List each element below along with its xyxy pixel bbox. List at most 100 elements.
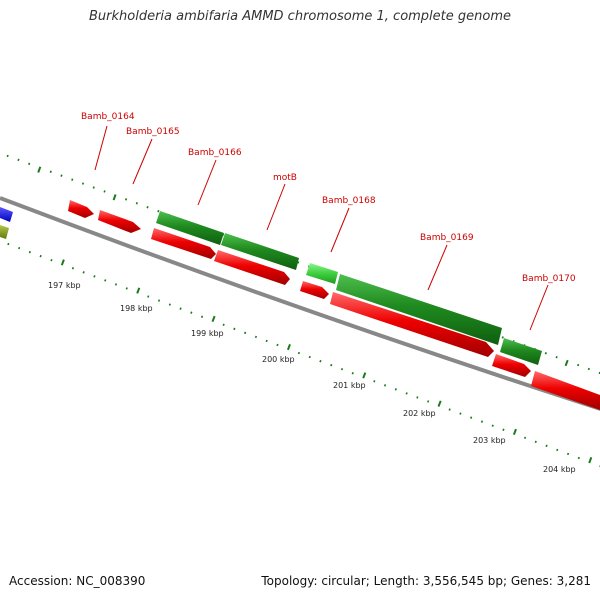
inner-tick-minor (233, 327, 236, 331)
inner-tick-minor (534, 440, 537, 444)
inner-tick-minor (491, 424, 494, 427)
inner-tick-minor (244, 331, 247, 335)
inner-tick-minor (125, 287, 128, 290)
inner-tick-minor (470, 416, 473, 419)
inner-tick-minor (276, 343, 279, 347)
gene-bamb-0166-lower[interactable] (151, 228, 216, 259)
outer-tick-minor (81, 182, 85, 185)
leader-bamb-0169 (427, 244, 448, 291)
label-bamb-0169: Bamb_0169 (420, 233, 474, 243)
inner-tick-major (362, 372, 367, 379)
scale-label-200kbp: 200 kbp (262, 355, 295, 364)
inner-tick-minor (340, 368, 344, 371)
inner-tick-major (60, 259, 65, 266)
gene-bamb-0169-upper[interactable] (336, 274, 502, 345)
label-bamb-0170: Bamb_0170 (522, 274, 576, 284)
accession-text: Accession: NC_008390 (9, 574, 146, 588)
inner-tick-major (512, 428, 517, 436)
leader-bamb-0165 (132, 138, 153, 185)
inner-tick-minor (405, 392, 408, 395)
outer-tick-minor (135, 202, 138, 205)
inner-tick-minor (330, 363, 333, 367)
inner-tick-minor (104, 279, 107, 282)
gene-bamb-0166-upper[interactable] (156, 211, 224, 245)
outer-tick-minor (297, 261, 300, 264)
inner-tick-minor (7, 242, 10, 246)
inner-tick-major (136, 287, 141, 294)
outer-tick-minor (146, 206, 149, 209)
inner-tick-major (211, 315, 216, 323)
label-bamb-0164: Bamb_0164 (81, 112, 135, 122)
scale-label-204kbp: 204 kbp (543, 465, 576, 474)
outer-tick-minor (555, 355, 558, 359)
gene-bamb-0168-upper[interactable] (306, 263, 338, 284)
scale-label-199kbp: 199 kbp (191, 329, 224, 338)
olive-feature[interactable] (0, 225, 9, 239)
inner-tick-minor (351, 372, 354, 375)
scale-label-201kbp: 201 kbp (333, 381, 366, 390)
outer-tick-major (37, 166, 42, 173)
outer-tick-major (564, 359, 569, 367)
inner-tick-minor (222, 323, 225, 326)
inner-tick-minor (265, 339, 268, 343)
gene-bamb-0168-lower[interactable] (300, 281, 329, 299)
inner-tick-minor (50, 259, 53, 262)
inner-tick-minor (556, 448, 559, 452)
inner-tick-minor (190, 311, 193, 314)
outer-tick-minor (49, 170, 52, 173)
inner-tick-minor (297, 351, 301, 355)
inner-tick-minor (448, 408, 451, 411)
gene-motb-lower[interactable] (214, 250, 290, 285)
outer-tick-minor (71, 178, 74, 181)
inner-tick-minor (308, 355, 311, 359)
inner-tick-minor (18, 246, 21, 250)
inner-tick-minor (200, 315, 204, 318)
inner-tick-minor (319, 359, 322, 363)
backbone-circle (0, 196, 600, 411)
inner-tick-minor (71, 267, 75, 270)
inner-tick-minor (82, 271, 85, 274)
inner-tick-ring (7, 242, 600, 467)
inner-tick-minor (168, 303, 171, 306)
inner-tick-minor (28, 250, 31, 254)
inner-tick-minor (502, 428, 505, 431)
inner-tick-minor (459, 412, 462, 415)
label-bamb-0166: Bamb_0166 (188, 148, 242, 158)
gene-bamb-0170-lower-b[interactable] (531, 371, 600, 410)
inner-tick-minor (394, 388, 397, 391)
leader-motb (266, 183, 286, 231)
outer-tick-minor (60, 174, 63, 177)
inner-tick-minor (427, 400, 430, 403)
outer-tick-minor (157, 209, 160, 213)
inner-tick-minor (577, 456, 580, 460)
outer-tick-minor (92, 186, 95, 189)
inner-tick-minor (383, 384, 387, 387)
blue-feature[interactable] (0, 207, 13, 222)
gene-motb-upper[interactable] (221, 233, 299, 270)
leader-bamb-0166 (197, 159, 217, 206)
gene-bamb-0165[interactable] (98, 210, 141, 233)
gene-bamb-0164[interactable] (68, 200, 94, 218)
inner-tick-minor (179, 307, 182, 310)
inner-tick-minor (147, 295, 150, 298)
inner-tick-minor (39, 254, 42, 258)
inner-tick-minor (114, 283, 118, 286)
gene-bamb-0170-upper[interactable] (500, 338, 542, 365)
inner-tick-minor (373, 380, 376, 383)
gene-bamb-0169-lower[interactable] (330, 292, 494, 357)
outer-tick-minor (587, 367, 590, 371)
gene-bamb-0170-lower-a[interactable] (492, 354, 531, 377)
outer-tick-minor (501, 336, 504, 339)
outer-tick-minor (17, 158, 20, 162)
outer-tick-minor (103, 190, 106, 193)
inner-tick-minor (545, 444, 548, 448)
outer-tick-minor (6, 154, 9, 158)
label-bamb-0165: Bamb_0165 (126, 127, 180, 137)
scale-label-203kbp: 203 kbp (473, 436, 506, 445)
label-motb: motB (273, 173, 297, 183)
inner-tick-minor (416, 396, 419, 399)
outer-tick-minor (28, 162, 31, 166)
scale-label-197kbp: 197 kbp (48, 281, 81, 290)
inner-tick-major (286, 343, 291, 351)
